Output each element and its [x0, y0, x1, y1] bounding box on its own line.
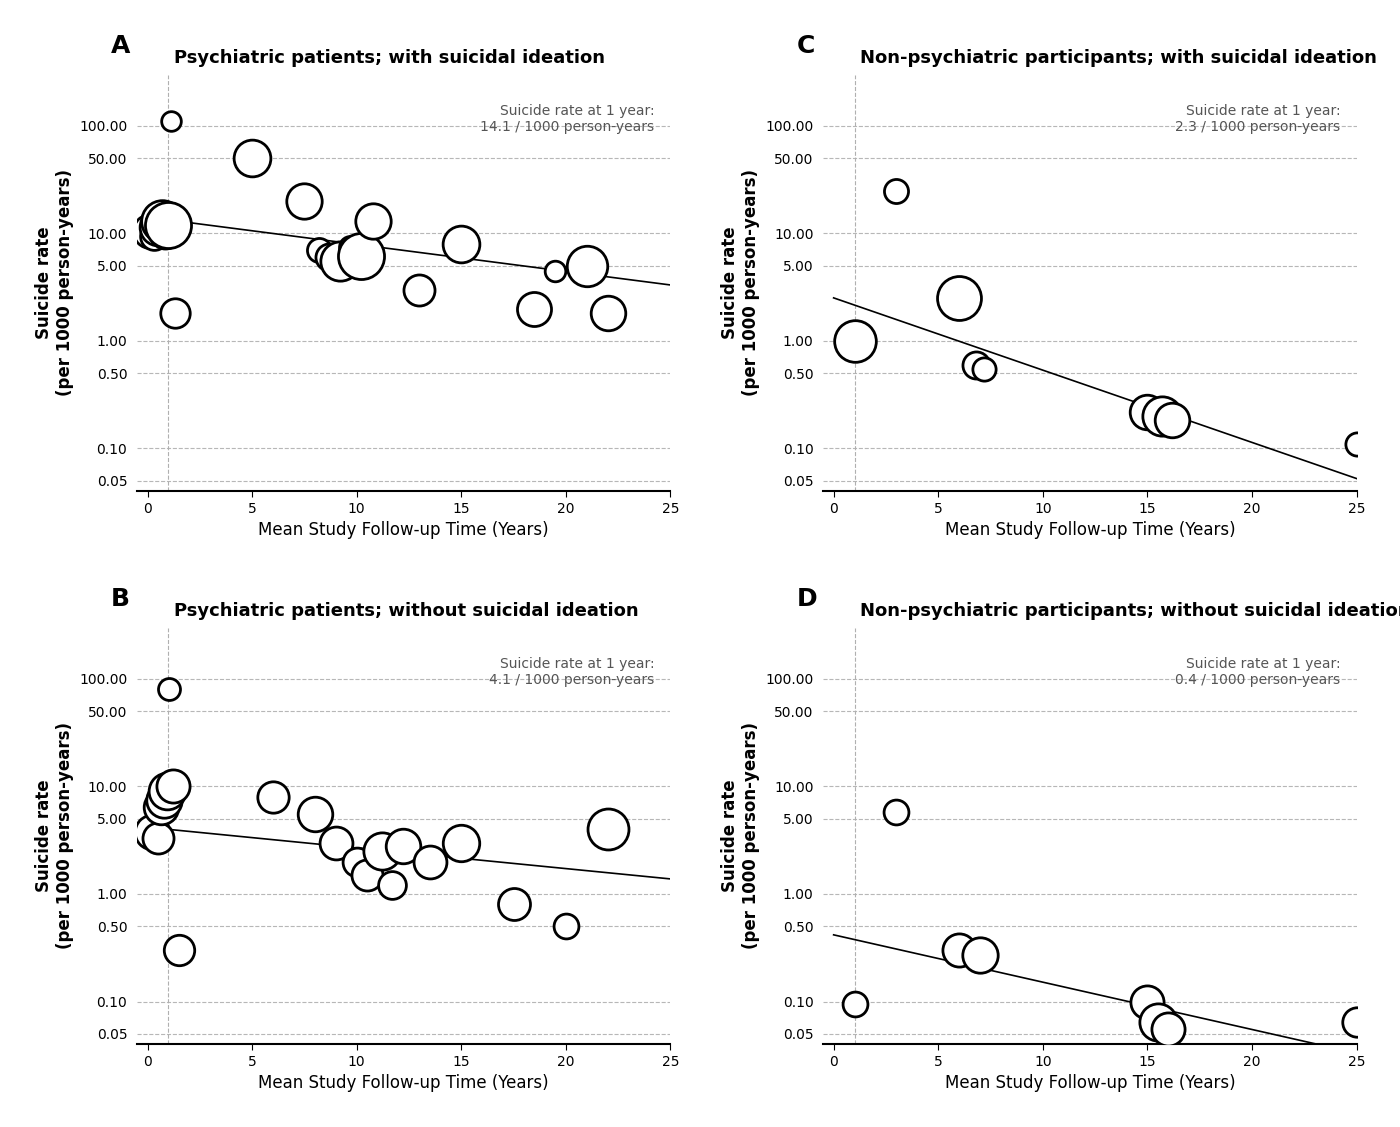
Point	[304, 806, 326, 824]
Point	[503, 895, 525, 913]
Point	[262, 788, 284, 806]
Point	[1137, 993, 1159, 1011]
Point	[545, 261, 567, 279]
Text: C: C	[797, 34, 815, 57]
X-axis label: Mean Study Follow-up Time (Years): Mean Study Follow-up Time (Years)	[259, 1074, 549, 1092]
Text: Suicide rate at 1 year:
14.1 / 1000 person-years: Suicide rate at 1 year: 14.1 / 1000 pers…	[480, 104, 654, 134]
Point	[346, 853, 368, 871]
Y-axis label: Suicide rate
(per 1000 person-years): Suicide rate (per 1000 person-years)	[721, 169, 760, 397]
Point	[596, 820, 619, 838]
Point	[143, 227, 165, 245]
Point	[318, 248, 340, 266]
Point	[554, 917, 577, 935]
Point	[356, 866, 378, 884]
Point	[449, 834, 472, 852]
Point	[339, 238, 361, 256]
Point	[948, 941, 970, 959]
Point	[140, 823, 162, 841]
Point	[1345, 1013, 1368, 1031]
Text: Psychiatric patients; with suicidal ideation: Psychiatric patients; with suicidal idea…	[175, 50, 605, 68]
Point	[363, 212, 385, 230]
Point	[885, 181, 907, 199]
Text: D: D	[797, 587, 818, 611]
Text: Psychiatric patients; without suicidal ideation: Psychiatric patients; without suicidal i…	[175, 603, 638, 621]
Point	[325, 834, 347, 852]
Point	[1151, 407, 1173, 425]
Point	[969, 946, 991, 964]
Point	[161, 778, 183, 796]
Point	[154, 224, 176, 242]
Point	[153, 791, 175, 809]
Point	[381, 877, 403, 895]
Point	[1156, 1020, 1179, 1038]
Point	[329, 252, 351, 270]
Point	[168, 941, 190, 959]
Point	[843, 995, 865, 1013]
Point	[151, 212, 174, 230]
Point	[1161, 410, 1183, 428]
Point	[419, 853, 441, 871]
Point	[241, 149, 263, 167]
Point	[965, 356, 987, 374]
Text: Suicide rate at 1 year:
4.1 / 1000 person-years: Suicide rate at 1 year: 4.1 / 1000 perso…	[489, 657, 654, 687]
Point	[449, 234, 472, 252]
X-axis label: Mean Study Follow-up Time (Years): Mean Study Follow-up Time (Years)	[945, 521, 1235, 539]
Y-axis label: Suicide rate
(per 1000 person-years): Suicide rate (per 1000 person-years)	[35, 169, 74, 397]
Point	[150, 798, 172, 816]
Text: Suicide rate at 1 year:
0.4 / 1000 person-years: Suicide rate at 1 year: 0.4 / 1000 perso…	[1176, 657, 1341, 687]
Point	[392, 837, 414, 855]
Point	[158, 681, 181, 699]
Text: B: B	[111, 587, 129, 611]
Point	[948, 290, 970, 308]
Point	[308, 241, 330, 259]
Point	[1345, 435, 1368, 453]
Y-axis label: Suicide rate
(per 1000 person-years): Suicide rate (per 1000 person-years)	[721, 722, 760, 949]
Point	[164, 304, 186, 322]
Point	[1147, 1013, 1169, 1031]
Point	[885, 802, 907, 820]
Point	[1137, 402, 1159, 420]
Point	[973, 360, 995, 378]
Point	[160, 113, 182, 131]
Point	[843, 331, 865, 349]
X-axis label: Mean Study Follow-up Time (Years): Mean Study Follow-up Time (Years)	[945, 1074, 1235, 1092]
Y-axis label: Suicide rate
(per 1000 person-years): Suicide rate (per 1000 person-years)	[35, 722, 74, 949]
Point	[409, 281, 431, 299]
Point	[139, 222, 161, 240]
Text: Non-psychiatric participants; with suicidal ideation: Non-psychiatric participants; with suici…	[861, 50, 1378, 68]
Point	[350, 247, 372, 265]
Point	[596, 304, 619, 322]
X-axis label: Mean Study Follow-up Time (Years): Mean Study Follow-up Time (Years)	[259, 521, 549, 539]
Point	[575, 257, 598, 275]
Point	[293, 192, 315, 210]
Point	[147, 218, 169, 236]
Text: Suicide rate at 1 year:
2.3 / 1000 person-years: Suicide rate at 1 year: 2.3 / 1000 perso…	[1176, 104, 1341, 134]
Text: A: A	[111, 34, 130, 57]
Point	[524, 300, 546, 318]
Point	[147, 829, 169, 848]
Point	[371, 842, 393, 860]
Text: Non-psychiatric participants; without suicidal ideation: Non-psychiatric participants; without su…	[861, 603, 1400, 621]
Point	[157, 782, 179, 800]
Point	[157, 215, 179, 233]
